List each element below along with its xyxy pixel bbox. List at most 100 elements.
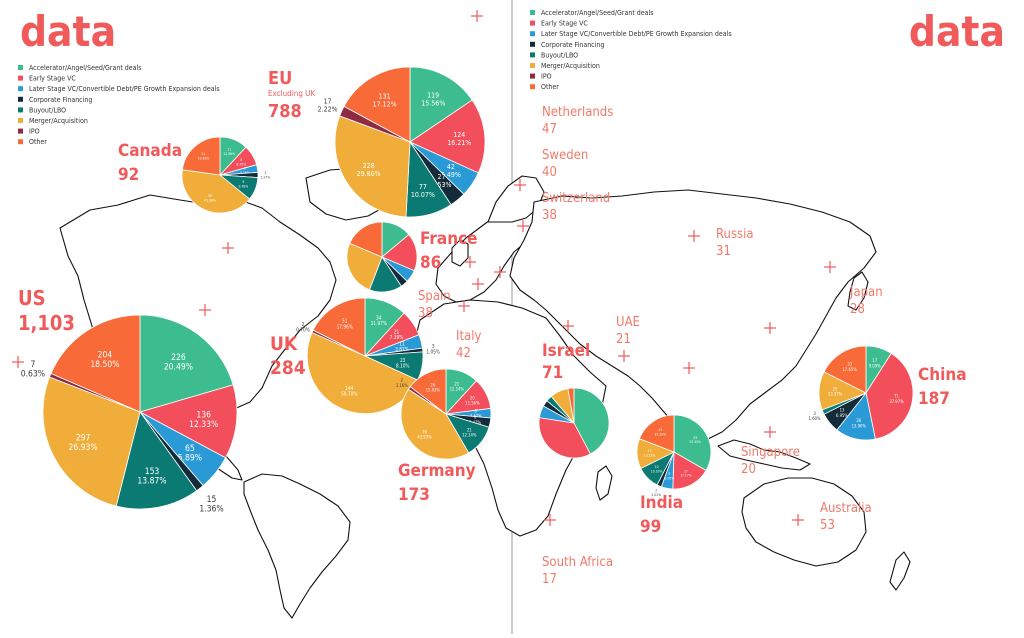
- label-germany-total: 173: [398, 485, 430, 505]
- pie-china-pct-2: 13.90%: [852, 423, 867, 428]
- pie-eu-value-1: 124: [453, 131, 465, 139]
- pie-india-pct-1: 17.17%: [680, 474, 692, 478]
- label-india-total: 99: [640, 517, 661, 537]
- marker-singapore-name: Singapore: [741, 445, 800, 460]
- marker-spain-name: Spain: [418, 289, 451, 304]
- legend-left-swatch-4: [18, 107, 23, 113]
- pie-germany-pct-7: 15.03%: [426, 388, 441, 393]
- label-china-total: 187: [918, 389, 950, 409]
- legend-left-swatch-7: [18, 139, 23, 145]
- pie-canada-pct-0: 11.96%: [223, 152, 235, 156]
- pie-us-pct-7: 18.50%: [90, 360, 119, 370]
- pie-uk-pct-6: 0.70%: [296, 328, 310, 334]
- pie-eu-pct-6: 2.22%: [318, 106, 338, 114]
- pie-china-pct-3: 6.95%: [836, 413, 848, 418]
- pie-uk-value-3: 3: [432, 344, 435, 350]
- pie-canada-value-4: 9: [242, 180, 244, 184]
- pie-india-value-3: 2: [655, 489, 657, 493]
- pie-china-pct-4: 1.60%: [809, 416, 821, 421]
- label-israel-total: 71: [542, 363, 563, 383]
- pie-us-value-2: 65: [185, 444, 195, 454]
- pie-uk-value-1: 21: [394, 329, 400, 335]
- asia-outline: [509, 189, 877, 441]
- pie-germany-pct-1: 11.56%: [465, 401, 480, 406]
- pie-us-slice-0: [139, 314, 234, 413]
- new-zealand-outline: [889, 551, 911, 591]
- legend-left-swatch-3: [18, 96, 23, 102]
- pie-us-pct-5: 26.93%: [69, 443, 98, 453]
- pie-eu-pct-5: 29.80%: [357, 170, 381, 178]
- header-left: data: [20, 7, 116, 56]
- pie-uk-pct-1: 7.39%: [390, 335, 404, 341]
- marker-japan-name: Japan: [849, 285, 883, 300]
- pie-us-slice-7: [50, 314, 141, 413]
- header-right: data: [909, 7, 1005, 56]
- legend-right-swatch-3: [530, 41, 535, 47]
- pie-india-pct-7: 19.19%: [654, 432, 666, 436]
- pie-us-slice-5: [42, 376, 141, 507]
- label-eu-name: EU: [268, 68, 292, 89]
- pie-us-value-5: 297: [76, 433, 91, 443]
- legend-left-swatch-5: [18, 118, 23, 123]
- pie-germany-value-0: 21: [454, 381, 459, 386]
- pie-france-slice-7: [349, 221, 383, 258]
- marker-netherlands-total: 47: [542, 122, 557, 137]
- pie-india-value-2: 5: [668, 472, 670, 476]
- pie-canada-value-7: 21: [202, 152, 206, 156]
- marker-singapore-total: 20: [741, 462, 756, 477]
- pie-india-value-0: 33: [693, 436, 697, 440]
- legend-left-label-5: Merger/Acquisition: [29, 117, 88, 125]
- label-uk-name: UK: [270, 333, 298, 355]
- pie-canada-slice-7: [181, 136, 221, 176]
- pie-france-slice-5: [346, 242, 383, 291]
- pie-charts: 22620.49%13612.33%655.89%151.36%15313.87…: [21, 66, 914, 514]
- pie-us-value-6: 7: [30, 360, 35, 370]
- pie-china-value-3: 13: [840, 408, 845, 413]
- pie-china-pct-5: 13.37%: [828, 392, 843, 397]
- pie-israel-slice-1: [538, 417, 591, 459]
- pie-germany-slice-7: [409, 368, 447, 415]
- legend-right-label-5: Merger/Acquisition: [541, 62, 600, 70]
- pie-eu-slice-5: [334, 115, 411, 218]
- marker-south-africa-name: South Africa: [542, 555, 613, 570]
- pie-germany-pct-5: 43.93%: [417, 435, 432, 440]
- pie-israel-slice-0: [573, 387, 610, 455]
- pie-china-value-5: 25: [833, 386, 838, 391]
- legend-right: Accelerator/Angel/Seed/Grant deals Early …: [530, 9, 732, 91]
- pie-china-pct-7: 17.65%: [843, 367, 858, 372]
- country-labels: US 1,103 EU Excluding UK 788 UK 284 Germ…: [18, 68, 967, 537]
- label-us-name: US: [18, 286, 46, 310]
- marker-sweden-total: 40: [542, 165, 557, 180]
- pie-uk-value-7: 51: [342, 319, 348, 325]
- pie-uk-pct-7: 17.96%: [337, 324, 353, 330]
- legend-left-swatch-6: [18, 128, 23, 134]
- pie-us-value-4: 153: [145, 467, 160, 477]
- legend-left-label-3: Corporate Financing: [29, 96, 92, 104]
- pie-canada-value-0: 11: [227, 148, 231, 152]
- pie-germany-value-6: 2: [401, 378, 404, 383]
- marker-switzerland-name: Switzerland: [542, 191, 610, 206]
- legend-left-label-7: Other: [29, 138, 47, 146]
- marker-uae-name: UAE: [616, 315, 640, 330]
- label-india-name: India: [640, 493, 683, 513]
- legend-left-label-2: Later Stage VC/Convertible Debt/PE Growt…: [29, 85, 220, 93]
- legend-right-label-6: IPO: [541, 73, 552, 81]
- legend-left-swatch-0: [18, 65, 23, 70]
- legend-left-swatch-1: [18, 75, 23, 81]
- pie-uk-pct-3: 1.05%: [426, 350, 440, 356]
- pie-us-slice-4: [115, 411, 198, 510]
- marker-italy-name: Italy: [456, 329, 481, 344]
- legend-right-swatch-6: [530, 73, 535, 79]
- marker-russia-name: Russia: [716, 227, 754, 242]
- pie-canada-pct-4: 9.78%: [238, 185, 248, 189]
- marker-japan-total: 28: [850, 302, 865, 317]
- marker-russia-total: 31: [716, 244, 731, 259]
- pie-uk-value-4: 23: [400, 358, 406, 364]
- label-china-name: China: [918, 365, 967, 385]
- pie-india-value-1: 17: [684, 469, 688, 473]
- marker-australia-total: 53: [820, 518, 835, 533]
- pie-canada-value-2: 3: [244, 167, 246, 171]
- pie-uk-value-5: 144: [345, 386, 353, 392]
- pie-eu-slice-1: [409, 99, 486, 174]
